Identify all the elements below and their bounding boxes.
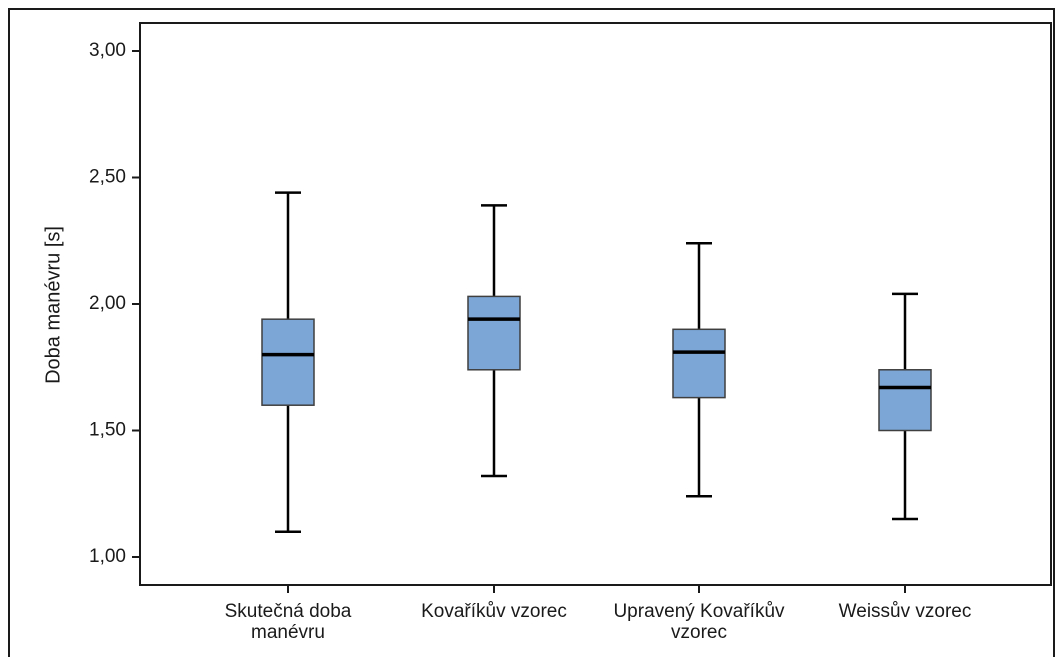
x-tick-label: Upravený Kovaříkův vzorec [613, 601, 785, 643]
y-tick-label: 2,00 [89, 293, 126, 314]
iqr-box [672, 328, 726, 399]
y-axis-title: Doba manévru [s] [42, 226, 64, 384]
box-plot-item [261, 191, 315, 533]
x-axis: Skutečná doba manévru Kovaříkův vzorec Upra… [225, 585, 972, 643]
y-axis: 1,00 1,50 2,00 2,50 3,00 [89, 40, 140, 567]
box-plot-item [672, 242, 726, 498]
x-tick-label: Weissův vzorec [839, 601, 972, 622]
y-tick-label: 1,50 [89, 420, 126, 441]
y-tick-label: 2,50 [89, 167, 126, 188]
x-tick-label: Skutečná doba manévru [225, 601, 352, 643]
chart-frame [8, 8, 1055, 657]
iqr-box [467, 295, 521, 371]
y-tick-label: 3,00 [89, 40, 126, 61]
box-series [261, 191, 932, 533]
x-tick-label: Kovaříkův vzorec [421, 601, 567, 622]
plot-area [139, 22, 1052, 586]
iqr-box [878, 369, 932, 432]
iqr-box [261, 318, 315, 406]
y-tick-label: 1,00 [89, 546, 126, 567]
box-plot-item [878, 292, 932, 521]
box-plot-item [467, 204, 521, 478]
